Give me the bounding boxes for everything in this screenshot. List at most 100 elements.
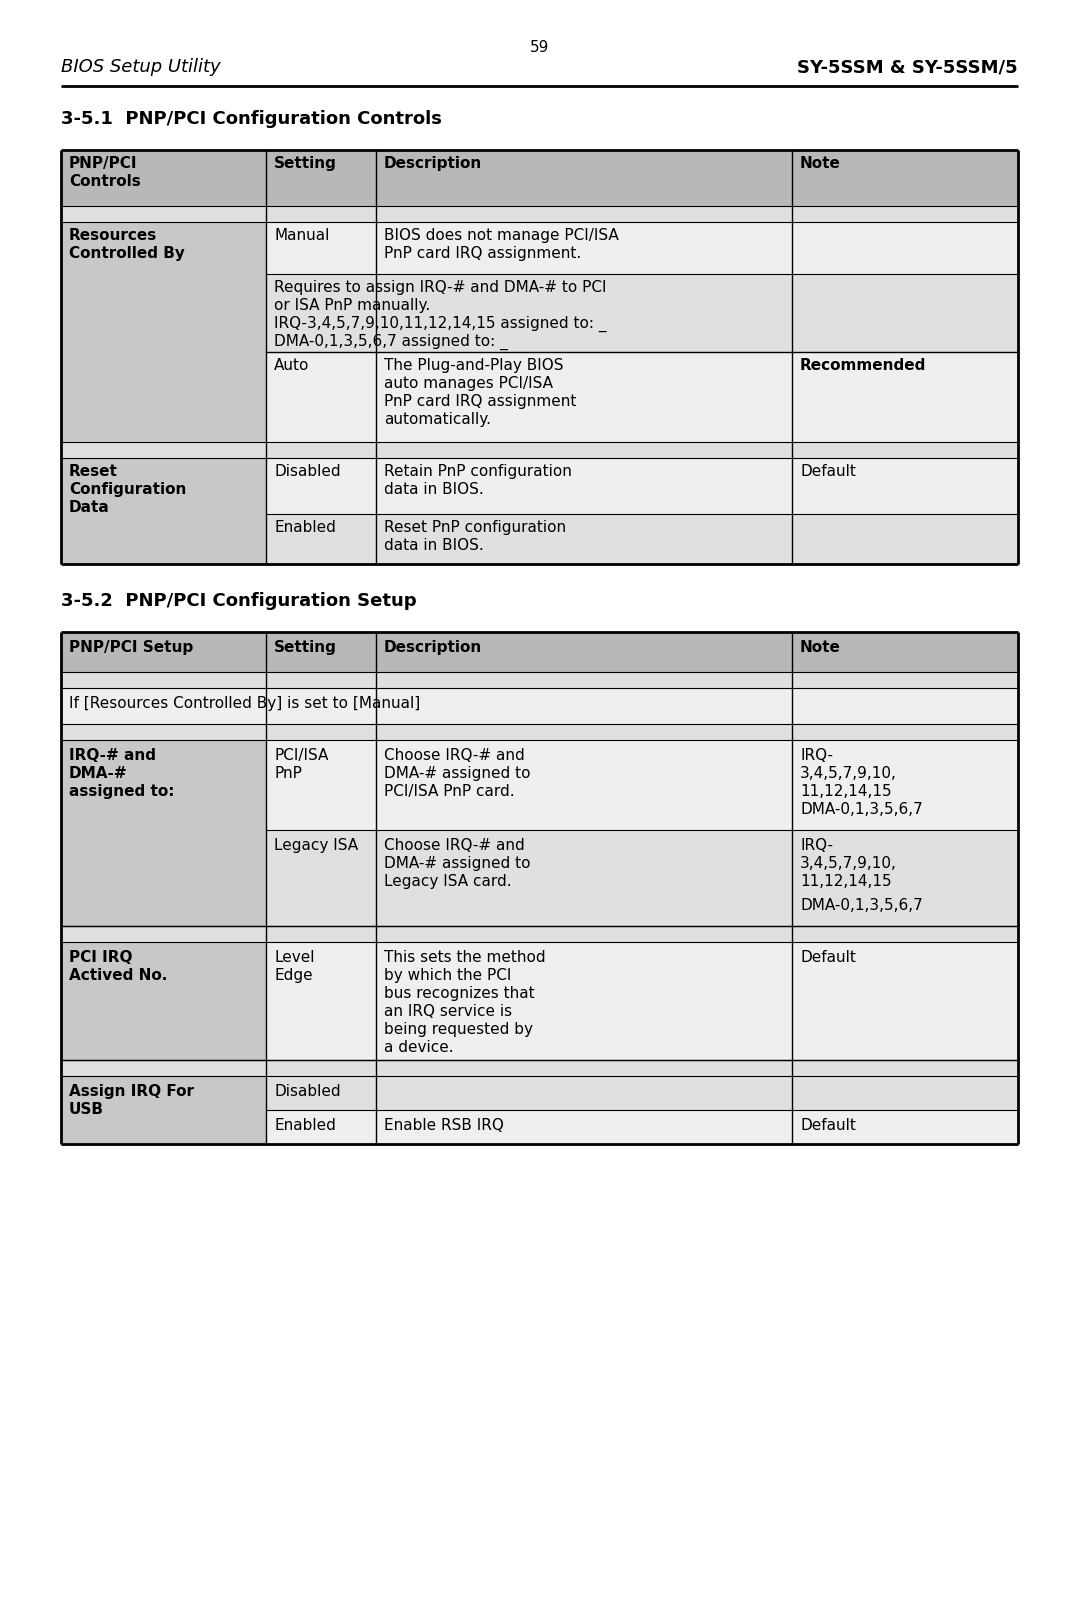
Bar [266,739,1018,830]
Text: IRQ-# and: IRQ-# and [69,748,156,764]
Text: 11,12,14,15: 11,12,14,15 [800,874,892,888]
Text: BIOS Setup Utility: BIOS Setup Utility [60,58,220,76]
Bar [60,1060,1018,1076]
Text: IRQ-: IRQ- [800,838,833,853]
Text: Choose IRQ-# and: Choose IRQ-# and [384,838,525,853]
Text: Reset: Reset [69,464,118,479]
Text: The Plug-and-Play BIOS: The Plug-and-Play BIOS [384,358,564,374]
Text: DMA-0,1,3,5,6,7: DMA-0,1,3,5,6,7 [800,898,922,913]
Text: data in BIOS.: data in BIOS. [384,482,484,497]
Text: DMA-#: DMA-# [69,765,127,781]
Text: USB: USB [69,1102,104,1116]
Text: DMA-0,1,3,5,6,7 assigned to: _: DMA-0,1,3,5,6,7 assigned to: _ [274,333,508,349]
Text: data in BIOS.: data in BIOS. [384,539,484,553]
Bar [60,688,1018,723]
Text: Resources: Resources [69,228,158,243]
Bar [266,222,1018,273]
Bar [60,1076,266,1144]
Text: This sets the method: This sets the method [384,950,545,964]
Bar [60,150,1018,205]
Bar [266,353,1018,442]
Text: DMA-# assigned to: DMA-# assigned to [384,856,530,870]
Text: 3,4,5,7,9,10,: 3,4,5,7,9,10, [800,856,896,870]
Text: Enabled: Enabled [274,519,336,536]
Text: 3-5.2  PNP/PCI Configuration Setup: 3-5.2 PNP/PCI Configuration Setup [60,592,417,610]
Text: PnP: PnP [274,765,302,781]
Text: Enabled: Enabled [274,1118,336,1133]
Text: auto manages PCI/ISA: auto manages PCI/ISA [384,375,553,392]
Bar [60,205,1018,222]
Text: DMA-0,1,3,5,6,7: DMA-0,1,3,5,6,7 [800,803,922,817]
Text: an IRQ service is: an IRQ service is [384,1005,512,1019]
Text: a device.: a device. [384,1040,454,1055]
Text: Assign IRQ For: Assign IRQ For [69,1084,194,1099]
Bar [60,442,1018,458]
Bar [266,458,1018,515]
Bar [266,830,1018,925]
Bar [266,273,1018,353]
Text: BIOS does not manage PCI/ISA: BIOS does not manage PCI/ISA [384,228,619,243]
Text: Disabled: Disabled [274,1084,340,1099]
Text: Default: Default [800,1118,855,1133]
Text: Legacy ISA card.: Legacy ISA card. [384,874,512,888]
Text: DMA-# assigned to: DMA-# assigned to [384,765,530,781]
Text: Description: Description [384,155,483,172]
Text: Actived No.: Actived No. [69,968,167,984]
Bar [266,1076,1018,1110]
Text: Default: Default [800,950,855,964]
Text: Level: Level [274,950,314,964]
Text: PCI/ISA PnP card.: PCI/ISA PnP card. [384,785,515,799]
Text: Setting: Setting [274,155,337,172]
Text: 11,12,14,15: 11,12,14,15 [800,785,892,799]
Text: bus recognizes that: bus recognizes that [384,985,535,1002]
Text: or ISA PnP manually.: or ISA PnP manually. [274,298,430,312]
Text: by which the PCI: by which the PCI [384,968,511,984]
Text: Choose IRQ-# and: Choose IRQ-# and [384,748,525,764]
Text: Note: Note [800,155,841,172]
Text: Configuration: Configuration [69,482,187,497]
Text: Controls: Controls [69,175,140,189]
Text: Description: Description [384,641,483,655]
Bar [60,222,266,442]
Text: If [Resources Controlled By] is set to [Manual]: If [Resources Controlled By] is set to [… [69,696,420,710]
Text: automatically.: automatically. [384,413,491,427]
Bar [60,739,266,925]
Text: Retain PnP configuration: Retain PnP configuration [384,464,572,479]
Text: 3,4,5,7,9,10,: 3,4,5,7,9,10, [800,765,896,781]
Text: Note: Note [800,641,841,655]
Bar [60,671,1018,688]
Text: Reset PnP configuration: Reset PnP configuration [384,519,566,536]
Text: Disabled: Disabled [274,464,340,479]
Text: PCI/ISA: PCI/ISA [274,748,328,764]
Text: Legacy ISA: Legacy ISA [274,838,359,853]
Bar [60,633,1018,671]
Text: Controlled By: Controlled By [69,246,185,260]
Bar [60,723,1018,739]
Text: PNP/PCI Setup: PNP/PCI Setup [69,641,193,655]
Bar [266,1110,1018,1144]
Text: IRQ-3,4,5,7,9,10,11,12,14,15 assigned to: _: IRQ-3,4,5,7,9,10,11,12,14,15 assigned to… [274,316,607,332]
Text: Requires to assign IRQ-# and DMA-# to PCI: Requires to assign IRQ-# and DMA-# to PC… [274,280,607,294]
Text: Enable RSB IRQ: Enable RSB IRQ [384,1118,504,1133]
Bar [266,942,1018,1060]
Text: Setting: Setting [274,641,337,655]
Text: Manual: Manual [274,228,329,243]
Text: being requested by: being requested by [384,1023,534,1037]
Text: PNP/PCI: PNP/PCI [69,155,137,172]
Text: Edge: Edge [274,968,312,984]
Text: PCI IRQ: PCI IRQ [69,950,133,964]
Bar [60,942,266,1060]
Text: 3-5.1  PNP/PCI Configuration Controls: 3-5.1 PNP/PCI Configuration Controls [60,110,442,128]
Text: IRQ-: IRQ- [800,748,833,764]
Bar [60,925,1018,942]
Text: SY-5SSM & SY-5SSM/5: SY-5SSM & SY-5SSM/5 [797,58,1018,76]
Text: Recommended: Recommended [800,358,927,374]
Text: assigned to:: assigned to: [69,785,175,799]
Text: Default: Default [800,464,855,479]
Bar [266,515,1018,565]
Text: 59: 59 [530,40,550,55]
Text: PnP card IRQ assignment.: PnP card IRQ assignment. [384,246,581,260]
Text: PnP card IRQ assignment: PnP card IRQ assignment [384,395,577,409]
Text: Auto: Auto [274,358,309,374]
Bar [60,458,266,565]
